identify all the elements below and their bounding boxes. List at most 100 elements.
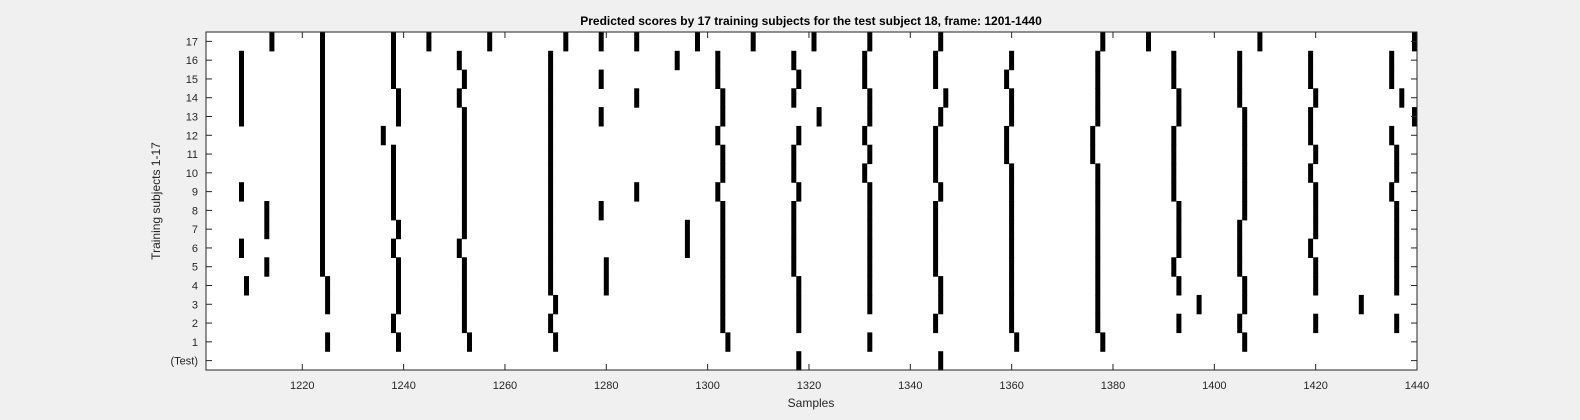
event-mark-row-17-10 <box>811 32 817 52</box>
plot-frame <box>205 31 1418 371</box>
event-mark-row-12-0 <box>320 125 325 146</box>
event-mark-row-2-4 <box>796 313 802 334</box>
event-mark-row-3-6 <box>867 294 873 315</box>
event-mark-row-7-7 <box>791 219 797 240</box>
event-mark-row-3-11 <box>1242 294 1248 315</box>
event-mark-row-12-8 <box>1004 125 1010 146</box>
event-mark-row-15-7 <box>796 69 802 89</box>
event-mark-row-8-1 <box>320 201 325 221</box>
y-tick-label-7: 7 <box>192 224 198 236</box>
x-tick-label-3: 1280 <box>594 380 618 392</box>
event-mark-row-15-9 <box>933 69 939 89</box>
event-mark-row-6-15 <box>1394 238 1400 258</box>
event-mark-row-16-6 <box>715 50 721 71</box>
event-mark-row-4-8 <box>867 276 873 296</box>
event-mark-row-2-6 <box>1009 313 1015 334</box>
event-mark-row-16-2 <box>391 50 396 71</box>
event-mark-row-16-15 <box>1389 50 1395 71</box>
event-mark-row-13-11 <box>1095 107 1101 127</box>
event-mark-row-16-7 <box>791 50 797 71</box>
y-tick-label-16: 16 <box>186 55 198 67</box>
event-mark-row-14-4 <box>548 88 554 108</box>
event-mark-row-17-14 <box>1146 32 1151 52</box>
event-mark-row-6-1 <box>320 238 325 258</box>
event-mark-row-13-1 <box>320 107 325 127</box>
event-mark-row-1-5 <box>867 332 873 352</box>
event-mark-row-11-3 <box>548 144 554 165</box>
chart-title: Predicted scores by 17 training subjects… <box>580 14 1042 28</box>
event-mark-row-12-4 <box>715 125 721 146</box>
event-mark-row-17-2 <box>391 32 396 52</box>
event-mark-row-10-12 <box>1308 163 1314 183</box>
event-mark-row-14-14 <box>1313 88 1319 108</box>
event-mark-row-13-0 <box>239 107 244 127</box>
event-mark-row-15-8 <box>862 69 868 89</box>
event-mark-row-3-4 <box>720 294 726 315</box>
event-mark-row-6-13 <box>1237 238 1243 258</box>
event-mark-row-2-0 <box>391 313 396 334</box>
event-mark-row-11-7 <box>933 144 939 165</box>
event-mark-row-3-9 <box>1095 294 1101 315</box>
event-mark-row-15-4 <box>548 69 554 89</box>
event-mark-row-8-12 <box>1176 201 1182 221</box>
y-tick-label-6: 6 <box>192 243 198 255</box>
event-mark-row-2-10 <box>1313 313 1319 334</box>
event-mark-row-2-7 <box>1095 313 1101 334</box>
event-mark-row-6-2 <box>391 238 396 258</box>
y-tick-label-15: 15 <box>186 74 198 86</box>
event-mark-row-8-6 <box>720 201 726 221</box>
event-mark-row-4-4 <box>548 276 554 296</box>
event-mark-row-11-12 <box>1313 144 1319 165</box>
event-mark-row-5-13 <box>1237 257 1243 277</box>
y-tick-label-10: 10 <box>186 168 198 180</box>
event-mark-row-10-0 <box>320 163 325 183</box>
event-mark-row-6-6 <box>720 238 726 258</box>
event-mark-row-15-5 <box>598 69 604 89</box>
event-mark-row-11-11 <box>1242 144 1248 165</box>
event-mark-row-15-12 <box>1171 69 1177 89</box>
event-mark-row-(Test)-1 <box>938 351 944 371</box>
event-mark-row-3-0 <box>325 294 331 315</box>
event-mark-row-2-3 <box>720 313 726 334</box>
event-mark-row-17-3 <box>426 32 432 52</box>
event-mark-row-12-12 <box>1308 125 1314 146</box>
event-mark-row-3-2 <box>461 294 467 315</box>
event-mark-row-1-0 <box>325 332 331 352</box>
event-mark-row-7-6 <box>720 219 726 240</box>
event-mark-row-2-5 <box>933 313 939 334</box>
event-mark-row-14-9 <box>943 88 949 108</box>
event-mark-row-4-6 <box>720 276 726 296</box>
event-mark-row-9-9 <box>938 182 944 202</box>
event-mark-row-14-13 <box>1237 88 1243 108</box>
event-mark-row-3-7 <box>938 294 944 315</box>
event-mark-row-6-12 <box>1176 238 1182 258</box>
event-mark-row-11-0 <box>320 144 325 165</box>
event-mark-row-16-3 <box>456 50 462 71</box>
event-mark-row-11-1 <box>391 144 396 165</box>
event-mark-row-17-4 <box>487 32 493 52</box>
y-tick-label-5: 5 <box>192 262 198 274</box>
event-mark-row-8-0 <box>264 201 270 221</box>
event-mark-row-15-10 <box>1004 69 1010 89</box>
event-mark-row-17-15 <box>1257 32 1263 52</box>
event-mark-row-15-2 <box>391 69 396 89</box>
event-mark-row-13-4 <box>548 107 554 127</box>
event-mark-row-4-7 <box>796 276 802 296</box>
event-mark-row-17-13 <box>1100 32 1106 52</box>
event-mark-row-3-5 <box>796 294 802 315</box>
event-mark-row-4-12 <box>1176 276 1182 296</box>
event-mark-row-10-11 <box>1242 163 1248 183</box>
event-mark-row-15-1 <box>320 69 325 89</box>
event-mark-row-10-8 <box>1009 163 1015 183</box>
x-tick-label-4: 1300 <box>695 380 719 392</box>
event-mark-row-8-15 <box>1394 201 1400 221</box>
event-mark-row-11-5 <box>791 144 797 165</box>
event-mark-row-3-3 <box>553 294 559 315</box>
x-tick-label-5: 1320 <box>797 380 821 392</box>
y-tick-label-11: 11 <box>187 149 198 161</box>
event-mark-row-(Test)-0 <box>796 351 802 371</box>
y-tick-label-2: 2 <box>192 318 198 330</box>
event-mark-row-16-0 <box>239 50 244 71</box>
event-mark-row-9-12 <box>1171 182 1177 202</box>
